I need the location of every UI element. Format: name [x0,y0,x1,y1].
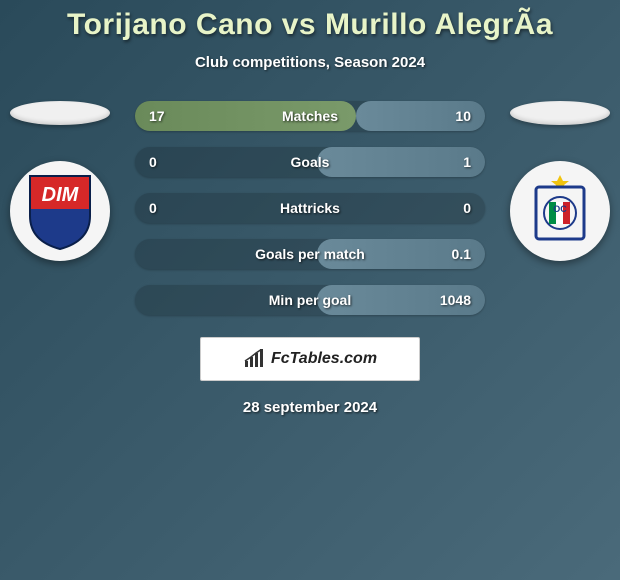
stat-row: Goals per match 0.1 [135,239,485,269]
stat-value-left: 0 [149,154,189,170]
date-label: 28 september 2024 [0,399,620,416]
club-badge-right: OC [510,161,610,261]
comparison-card: Torijano Cano vs Murillo AlegrÃ­a Club c… [0,0,620,416]
player-right-column: OC [510,101,610,261]
stat-label: Goals [291,154,330,170]
once-caldas-badge-icon: OC [528,173,592,249]
player-right-avatar-placeholder [510,101,610,125]
stat-value-left: 17 [149,108,189,124]
stat-row: Min per goal 1048 [135,285,485,315]
club-badge-left: DIM [10,161,110,261]
player-left-avatar-placeholder [10,101,110,125]
stat-value-right: 0 [431,200,471,216]
page-title: Torijano Cano vs Murillo AlegrÃ­a [0,8,620,42]
brand-label: FcTables.com [271,350,377,368]
subtitle: Club competitions, Season 2024 [0,54,620,71]
stat-row: 0 Goals 1 [135,147,485,177]
brand-box[interactable]: FcTables.com [200,337,420,381]
stat-row: 0 Hattricks 0 [135,193,485,223]
stat-value-right: 1048 [431,292,471,308]
stat-label: Matches [282,108,338,124]
stats-list: 17Matches100Goals10Hattricks0Goals per m… [135,101,485,315]
svg-text:OC: OC [553,204,567,214]
chart-icon [243,349,265,369]
main-area: DIM OC [0,101,620,416]
stat-label: Hattricks [280,200,340,216]
stat-row: 17 Matches 10 [135,101,485,131]
stat-value-right: 1 [431,154,471,170]
stat-label: Min per goal [269,292,351,308]
player-left-column: DIM [10,101,110,261]
stat-value-left: 0 [149,200,189,216]
svg-text:DIM: DIM [42,184,80,206]
stat-label: Goals per match [255,246,365,262]
stat-value-right: 0.1 [431,246,471,262]
stat-value-right: 10 [431,108,471,124]
dim-shield-icon: DIM [25,171,95,251]
